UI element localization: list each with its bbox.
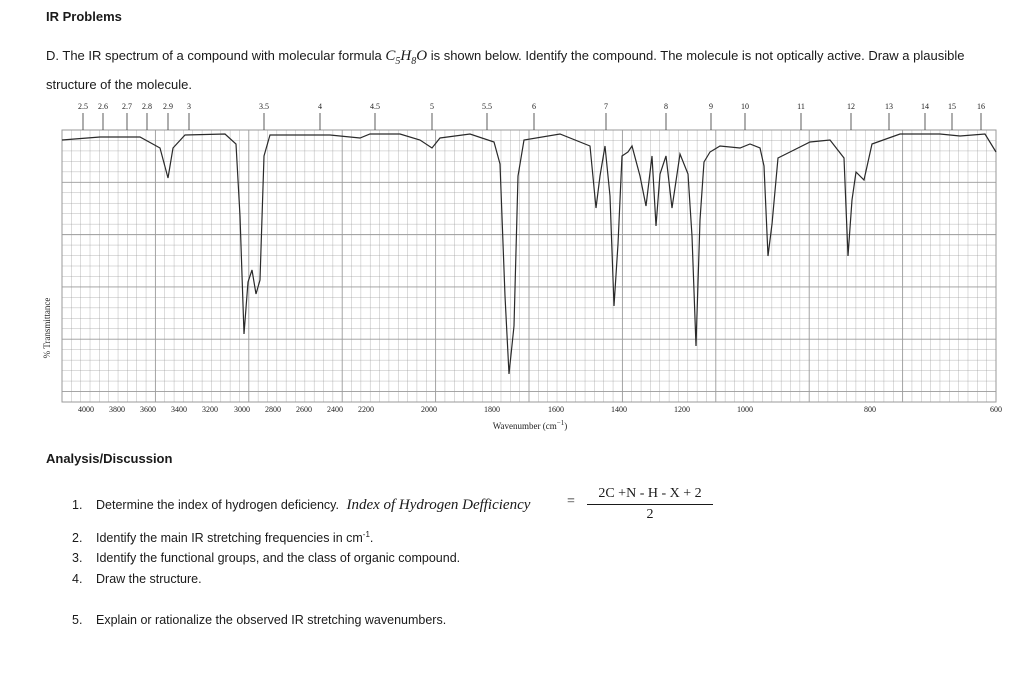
bottom-tick-label: 2000 bbox=[421, 405, 437, 414]
bottom-tick-label: 3800 bbox=[109, 405, 125, 414]
top-tick-label: 2.7 bbox=[122, 102, 132, 111]
question-lead: D. The IR spectrum of a compound with mo… bbox=[46, 48, 382, 63]
top-tick-label: 7 bbox=[604, 102, 608, 111]
top-tick-label: 15 bbox=[948, 102, 956, 111]
top-tick-label: 9 bbox=[709, 102, 713, 111]
top-tick-label: 8 bbox=[664, 102, 668, 111]
ihd-label: Index of Hydrogen Defficiency bbox=[346, 497, 531, 513]
top-tick-label: 5 bbox=[430, 102, 434, 111]
bottom-tick-label: 2800 bbox=[265, 405, 281, 414]
bottom-tick-label: 2400 bbox=[327, 405, 343, 414]
bottom-tick-label: 2200 bbox=[358, 405, 374, 414]
bottom-tick-label: 1600 bbox=[548, 405, 564, 414]
formula-denominator: 2 bbox=[646, 507, 654, 522]
top-tick-label: 3 bbox=[187, 102, 191, 111]
bottom-tick-label: 1800 bbox=[484, 405, 500, 414]
list-item: 3. Identify the functional groups, and th… bbox=[72, 551, 461, 565]
top-tick-label: 10 bbox=[741, 102, 749, 111]
top-tick-label: 2.9 bbox=[163, 102, 173, 111]
top-tick-label: 6 bbox=[532, 102, 536, 111]
micrometer-axis: 2.5 2.6 2.7 2.8 2.9 3 3.5 4 4.5 5 5.5 6 7 8 9 10 11 12 13 1… bbox=[78, 102, 985, 130]
top-tick-label: 16 bbox=[977, 102, 985, 111]
formula-numerator: 2C +N - H - X + 2 bbox=[587, 486, 713, 505]
top-tick-label: 2.6 bbox=[98, 102, 108, 111]
ir-spectrum: 2.5 2.6 2.7 2.8 2.9 3 3.5 4 4.5 5 5.5 6 7 8 9 10 11 12 13 1… bbox=[42, 102, 1002, 431]
top-tick-label: 13 bbox=[885, 102, 893, 111]
top-tick-label: 5.5 bbox=[482, 102, 492, 111]
top-tick-label: 11 bbox=[797, 102, 805, 111]
page-title: IR Problems bbox=[46, 9, 122, 24]
bottom-tick-label: 1400 bbox=[611, 405, 627, 414]
top-tick-label: 14 bbox=[921, 102, 929, 111]
spectrum-trace bbox=[61, 133, 997, 375]
question-tail: is shown below. Identify the compound. T… bbox=[46, 48, 965, 92]
spectrum-grid bbox=[61, 129, 997, 403]
bottom-tick-label: 3000 bbox=[234, 405, 250, 414]
molecular-formula: C5H8O bbox=[385, 48, 428, 67]
top-tick-label: 2.8 bbox=[142, 102, 152, 111]
list-item: 5. Explain or rationalize the observed IR… bbox=[72, 613, 447, 627]
top-tick-label: 3.5 bbox=[259, 102, 269, 111]
list-item: 2. Identify the main IR stretching freque… bbox=[72, 530, 374, 546]
top-tick-label: 4.5 bbox=[370, 102, 380, 111]
bottom-tick-label: 3600 bbox=[140, 405, 156, 414]
bottom-tick-label: 4000 bbox=[78, 405, 94, 414]
analysis-heading: Analysis/Discussion bbox=[46, 451, 173, 466]
top-tick-label: 2.5 bbox=[78, 102, 88, 111]
bottom-tick-label: 1200 bbox=[674, 405, 690, 414]
bottom-tick-label: 1000 bbox=[737, 405, 753, 414]
x-axis-label: Wavenumber (cm−1) bbox=[493, 419, 567, 431]
bottom-tick-label: 3200 bbox=[202, 405, 218, 414]
bottom-tick-label: 800 bbox=[864, 405, 876, 414]
top-tick-label: 12 bbox=[847, 102, 855, 111]
top-tick-label: 4 bbox=[318, 102, 322, 111]
y-axis-label: % Transmittance bbox=[42, 298, 52, 359]
wavenumber-axis: 4000 3800 3600 3400 3200 3000 2800 2600 2400 2200… bbox=[78, 405, 1002, 414]
question-text: D. The IR spectrum of a compound with mo… bbox=[46, 44, 986, 96]
list-item: 4. Draw the structure. bbox=[72, 572, 202, 586]
list-item: 1. Determine the index of hydrogen defici… bbox=[72, 497, 531, 513]
bottom-tick-label: 2600 bbox=[296, 405, 312, 414]
bottom-tick-label: 3400 bbox=[171, 405, 187, 414]
bottom-tick-label: 600 bbox=[990, 405, 1002, 414]
